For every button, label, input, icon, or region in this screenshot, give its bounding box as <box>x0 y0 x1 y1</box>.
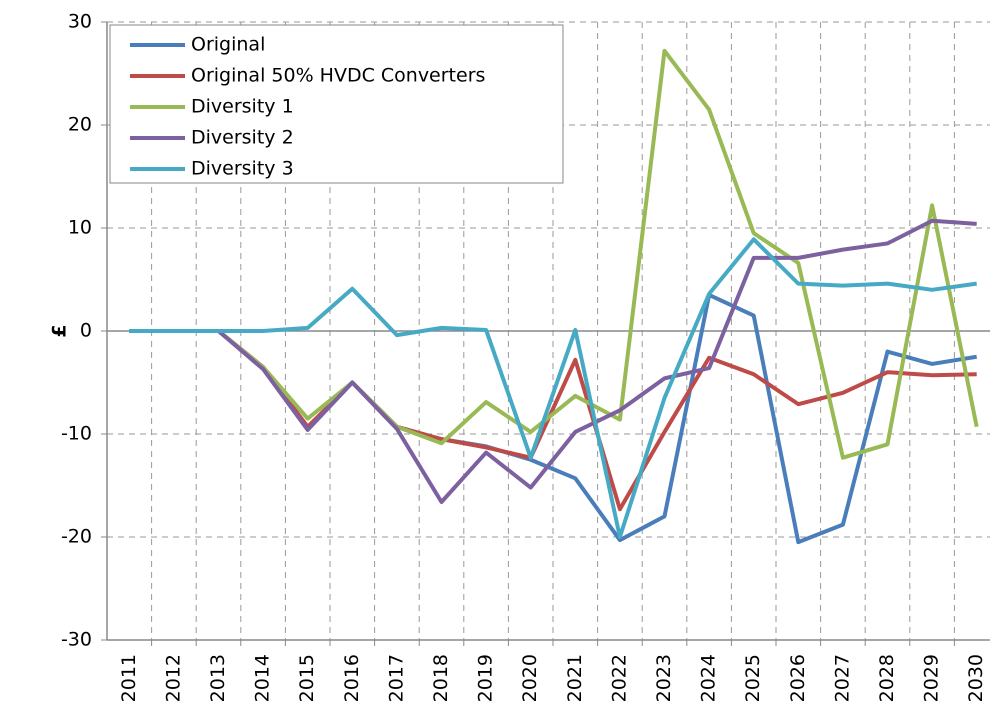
legend-label: Diversity 3 <box>191 158 294 180</box>
x-tick-label: 2015 <box>296 654 318 702</box>
x-tick-label: 2029 <box>921 654 943 702</box>
legend-box <box>109 24 564 184</box>
x-tick-label: 2026 <box>787 654 809 702</box>
legend-label: Diversity 2 <box>191 127 294 149</box>
x-tick-label: 2022 <box>608 654 630 702</box>
y-tick-label: -20 <box>61 526 92 548</box>
x-tick-label: 2011 <box>118 654 140 702</box>
legend-label: Original 50% HVDC Converters <box>191 65 485 87</box>
x-tick-label: 2023 <box>653 654 675 702</box>
x-tick-label: 2028 <box>876 654 898 702</box>
x-tick-label: 2016 <box>341 654 363 702</box>
legend: Original Original 50% HVDC Converters Dive… <box>109 24 564 184</box>
x-tick-label: 2027 <box>831 654 853 702</box>
y-axis-label: £ <box>49 324 71 337</box>
x-tick-label: 2024 <box>698 654 720 702</box>
series-line <box>129 237 977 539</box>
x-tick-label: 2020 <box>519 654 541 702</box>
y-tick-label: 10 <box>68 217 92 239</box>
y-tick-label: -10 <box>61 423 92 445</box>
x-tick-label: 2019 <box>475 654 497 702</box>
x-tick-label: 2014 <box>252 654 274 702</box>
series-line <box>129 48 979 460</box>
x-tick-label: 2012 <box>162 654 184 702</box>
x-tick-label: 2025 <box>742 654 764 702</box>
x-tick-label: 2021 <box>564 654 586 702</box>
x-tick-label: 2013 <box>207 654 229 702</box>
legend-label: Diversity 1 <box>191 96 294 118</box>
x-tick-label: 2018 <box>430 654 452 702</box>
x-tick-label: 2017 <box>385 654 407 702</box>
y-tick-label: 20 <box>68 114 92 136</box>
x-tick-label: 2030 <box>965 654 987 702</box>
legend-label: Original <box>191 34 265 56</box>
y-tick-label: 30 <box>68 11 92 33</box>
y-tick-label: 0 <box>80 320 92 342</box>
series-line <box>129 218 977 504</box>
y-tick-label: -30 <box>61 629 92 651</box>
